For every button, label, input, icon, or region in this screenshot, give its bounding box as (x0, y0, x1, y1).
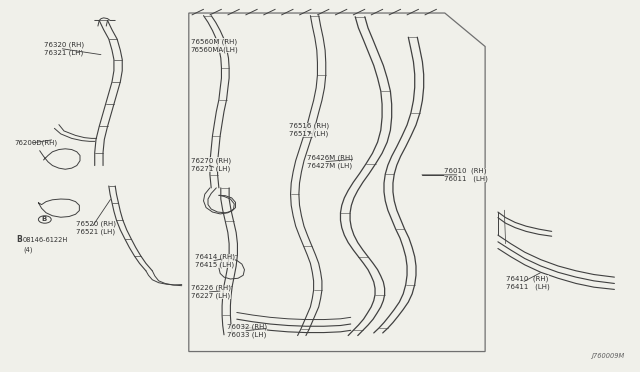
Text: J760009M: J760009M (591, 353, 624, 359)
Text: 76426M (RH)
76427M (LH): 76426M (RH) 76427M (LH) (307, 155, 353, 169)
Text: 76410  (RH)
76411   (LH): 76410 (RH) 76411 (LH) (506, 276, 549, 290)
Text: 76560M (RH)
76560MA(LH): 76560M (RH) 76560MA(LH) (191, 38, 239, 52)
Text: 76226 (RH)
76227 (LH): 76226 (RH) 76227 (LH) (191, 285, 231, 299)
Text: 76270 (RH)
76271 (LH): 76270 (RH) 76271 (LH) (191, 157, 231, 171)
Text: 76520 (RH)
76521 (LH): 76520 (RH) 76521 (LH) (76, 221, 115, 235)
Text: 08146-6122H: 08146-6122H (23, 237, 68, 243)
Text: (4): (4) (23, 247, 33, 253)
Text: 76320 (RH)
76321 (LH): 76320 (RH) 76321 (LH) (44, 41, 84, 55)
Text: 76516 (RH)
76517 (LH): 76516 (RH) 76517 (LH) (289, 123, 330, 137)
Text: 76010  (RH)
76011   (LH): 76010 (RH) 76011 (LH) (444, 168, 488, 182)
Text: 76414 (RH)
76415 (LH): 76414 (RH) 76415 (LH) (195, 254, 236, 268)
Text: B: B (41, 217, 46, 222)
Text: 76032 (RH)
76033 (LH): 76032 (RH) 76033 (LH) (227, 324, 268, 338)
Text: B: B (16, 235, 22, 244)
Text: 76200D(RH): 76200D(RH) (14, 140, 57, 147)
